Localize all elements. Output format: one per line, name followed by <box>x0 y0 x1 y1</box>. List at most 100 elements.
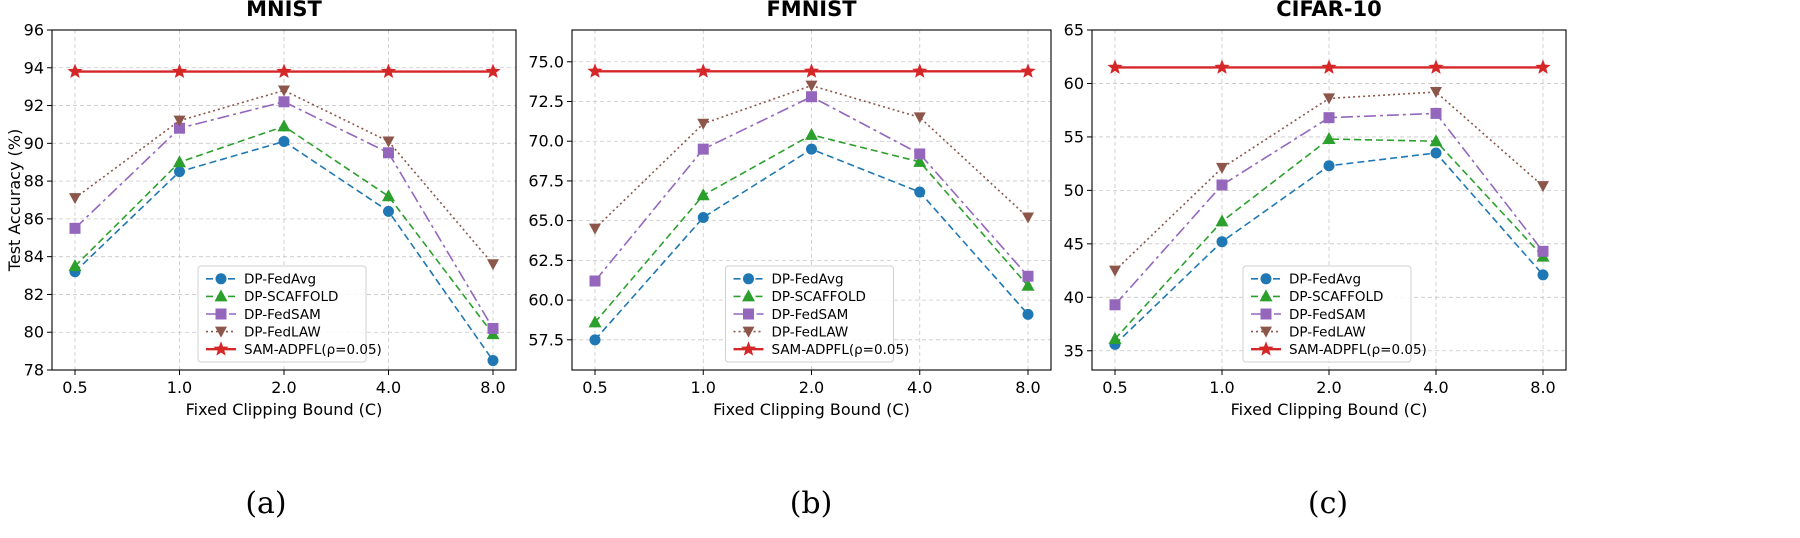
data-point <box>1321 59 1337 74</box>
data-point <box>913 112 926 124</box>
legend-label: DP-FedLAW <box>1289 324 1366 340</box>
legend-entry: DP-FedAvg <box>733 272 844 288</box>
y-tick-label: 82 <box>24 285 44 304</box>
legend-marker <box>740 341 757 356</box>
data-point <box>697 143 709 155</box>
data-point <box>69 222 81 234</box>
y-tick-label: 55 <box>1064 127 1084 146</box>
data-point <box>487 322 499 334</box>
data-point <box>380 63 397 79</box>
series-sam-adpfl-0-05 <box>587 63 1036 78</box>
x-tick-label: 4.0 <box>907 378 932 397</box>
legend-marker <box>213 341 229 356</box>
legend-entry: DP-SCAFFOLD <box>733 289 866 305</box>
data-point <box>1535 59 1551 74</box>
data-point <box>1215 214 1229 227</box>
data-point <box>914 186 926 198</box>
x-tick-label: 8.0 <box>480 378 505 397</box>
legend-box <box>725 265 894 363</box>
data-point <box>805 127 818 140</box>
y-tick-label: 40 <box>1064 288 1084 307</box>
data-point <box>173 155 186 168</box>
x-tick-label: 1.0 <box>167 378 192 397</box>
data-point <box>589 334 601 346</box>
series-dp-fedsam <box>589 91 1034 287</box>
data-point <box>806 91 817 103</box>
legend-label: DP-FedAvg <box>772 272 844 288</box>
y-tick-label: 60.0 <box>528 291 564 310</box>
data-point <box>1214 59 1230 74</box>
data-point <box>67 63 83 79</box>
series-dp-fedlaw <box>589 80 1034 235</box>
y-tick-label: 75.0 <box>528 52 564 71</box>
data-point <box>1216 236 1228 248</box>
legend-marker <box>215 326 227 338</box>
data-point <box>1109 299 1121 311</box>
data-point <box>914 148 926 160</box>
chart-title: FMNIST <box>766 0 857 21</box>
legend-label: DP-FedSAM <box>244 307 321 323</box>
data-point <box>382 136 395 148</box>
x-axis-label: Fixed Clipping Bound (C) <box>1231 400 1428 419</box>
y-tick-label: 60 <box>1064 74 1084 93</box>
legend-label: DP-SCAFFOLD <box>1289 289 1383 305</box>
x-tick-label: 0.5 <box>582 378 607 397</box>
legend-marker <box>1258 341 1274 356</box>
y-tick-label: 94 <box>24 58 44 77</box>
data-point <box>1537 269 1549 281</box>
x-tick-label: 4.0 <box>1423 378 1448 397</box>
legend-label: SAM-ADPFL(ρ=0.05) <box>244 342 382 358</box>
data-point <box>68 259 82 272</box>
series-dp-fedsam <box>69 96 499 334</box>
legend-entry: DP-FedLAW <box>206 324 321 340</box>
chart-panel-3: 35 40 45 50 55 60 65 0.5 1.0 2.0 4.0 8.0 CIFAR-10 Fix… <box>1064 0 1567 419</box>
data-point <box>1021 278 1035 291</box>
y-tick-label: 45 <box>1064 234 1084 253</box>
y-tick-label: 70.0 <box>528 132 564 151</box>
data-point <box>1429 134 1443 147</box>
y-tick-label: 65 <box>1064 21 1084 40</box>
data-point <box>69 193 81 205</box>
legend-label: DP-FedLAW <box>772 324 849 340</box>
legend-label: DP-FedAvg <box>244 272 316 288</box>
data-point <box>277 119 291 132</box>
y-tick-label: 72.5 <box>528 92 564 111</box>
data-point <box>1537 245 1549 257</box>
data-point <box>1323 112 1335 124</box>
data-point <box>485 63 501 79</box>
legend-entry: DP-FedAvg <box>206 272 316 288</box>
legend-entry: DP-FedSAM <box>733 307 848 323</box>
data-point <box>588 315 602 328</box>
data-point <box>697 118 710 130</box>
data-point <box>805 80 818 92</box>
x-tick-label: 8.0 <box>1530 378 1555 397</box>
chart-title: CIFAR-10 <box>1276 0 1382 21</box>
x-tick-label: 0.5 <box>62 378 87 397</box>
legend-label: SAM-ADPFL(ρ=0.05) <box>772 342 910 358</box>
legend-box <box>1242 265 1412 363</box>
data-point <box>1107 59 1123 74</box>
data-point <box>276 63 292 79</box>
legend-label: SAM-ADPFL(ρ=0.05) <box>1289 342 1427 358</box>
data-point <box>1108 331 1122 344</box>
legend-marker <box>1260 326 1272 338</box>
data-point <box>1537 181 1549 193</box>
legend-marker <box>215 308 227 320</box>
data-point <box>806 143 817 155</box>
legend-marker <box>742 289 755 302</box>
series-dp-fedlaw <box>69 85 499 271</box>
data-point <box>587 63 603 78</box>
series-line <box>594 95 1029 282</box>
data-point <box>912 63 928 78</box>
data-point <box>278 135 290 147</box>
legend-marker <box>743 273 754 285</box>
y-tick-label: 96 <box>24 21 44 40</box>
data-point <box>1022 270 1034 282</box>
legend-entry: SAM-ADPFL(ρ=0.05) <box>733 341 910 358</box>
data-point <box>1322 132 1336 145</box>
legend-entry: DP-FedAvg <box>1251 272 1361 288</box>
series-dp-fedsam <box>1109 107 1549 311</box>
legend-entry: DP-FedLAW <box>733 324 849 340</box>
data-point <box>1020 63 1036 78</box>
